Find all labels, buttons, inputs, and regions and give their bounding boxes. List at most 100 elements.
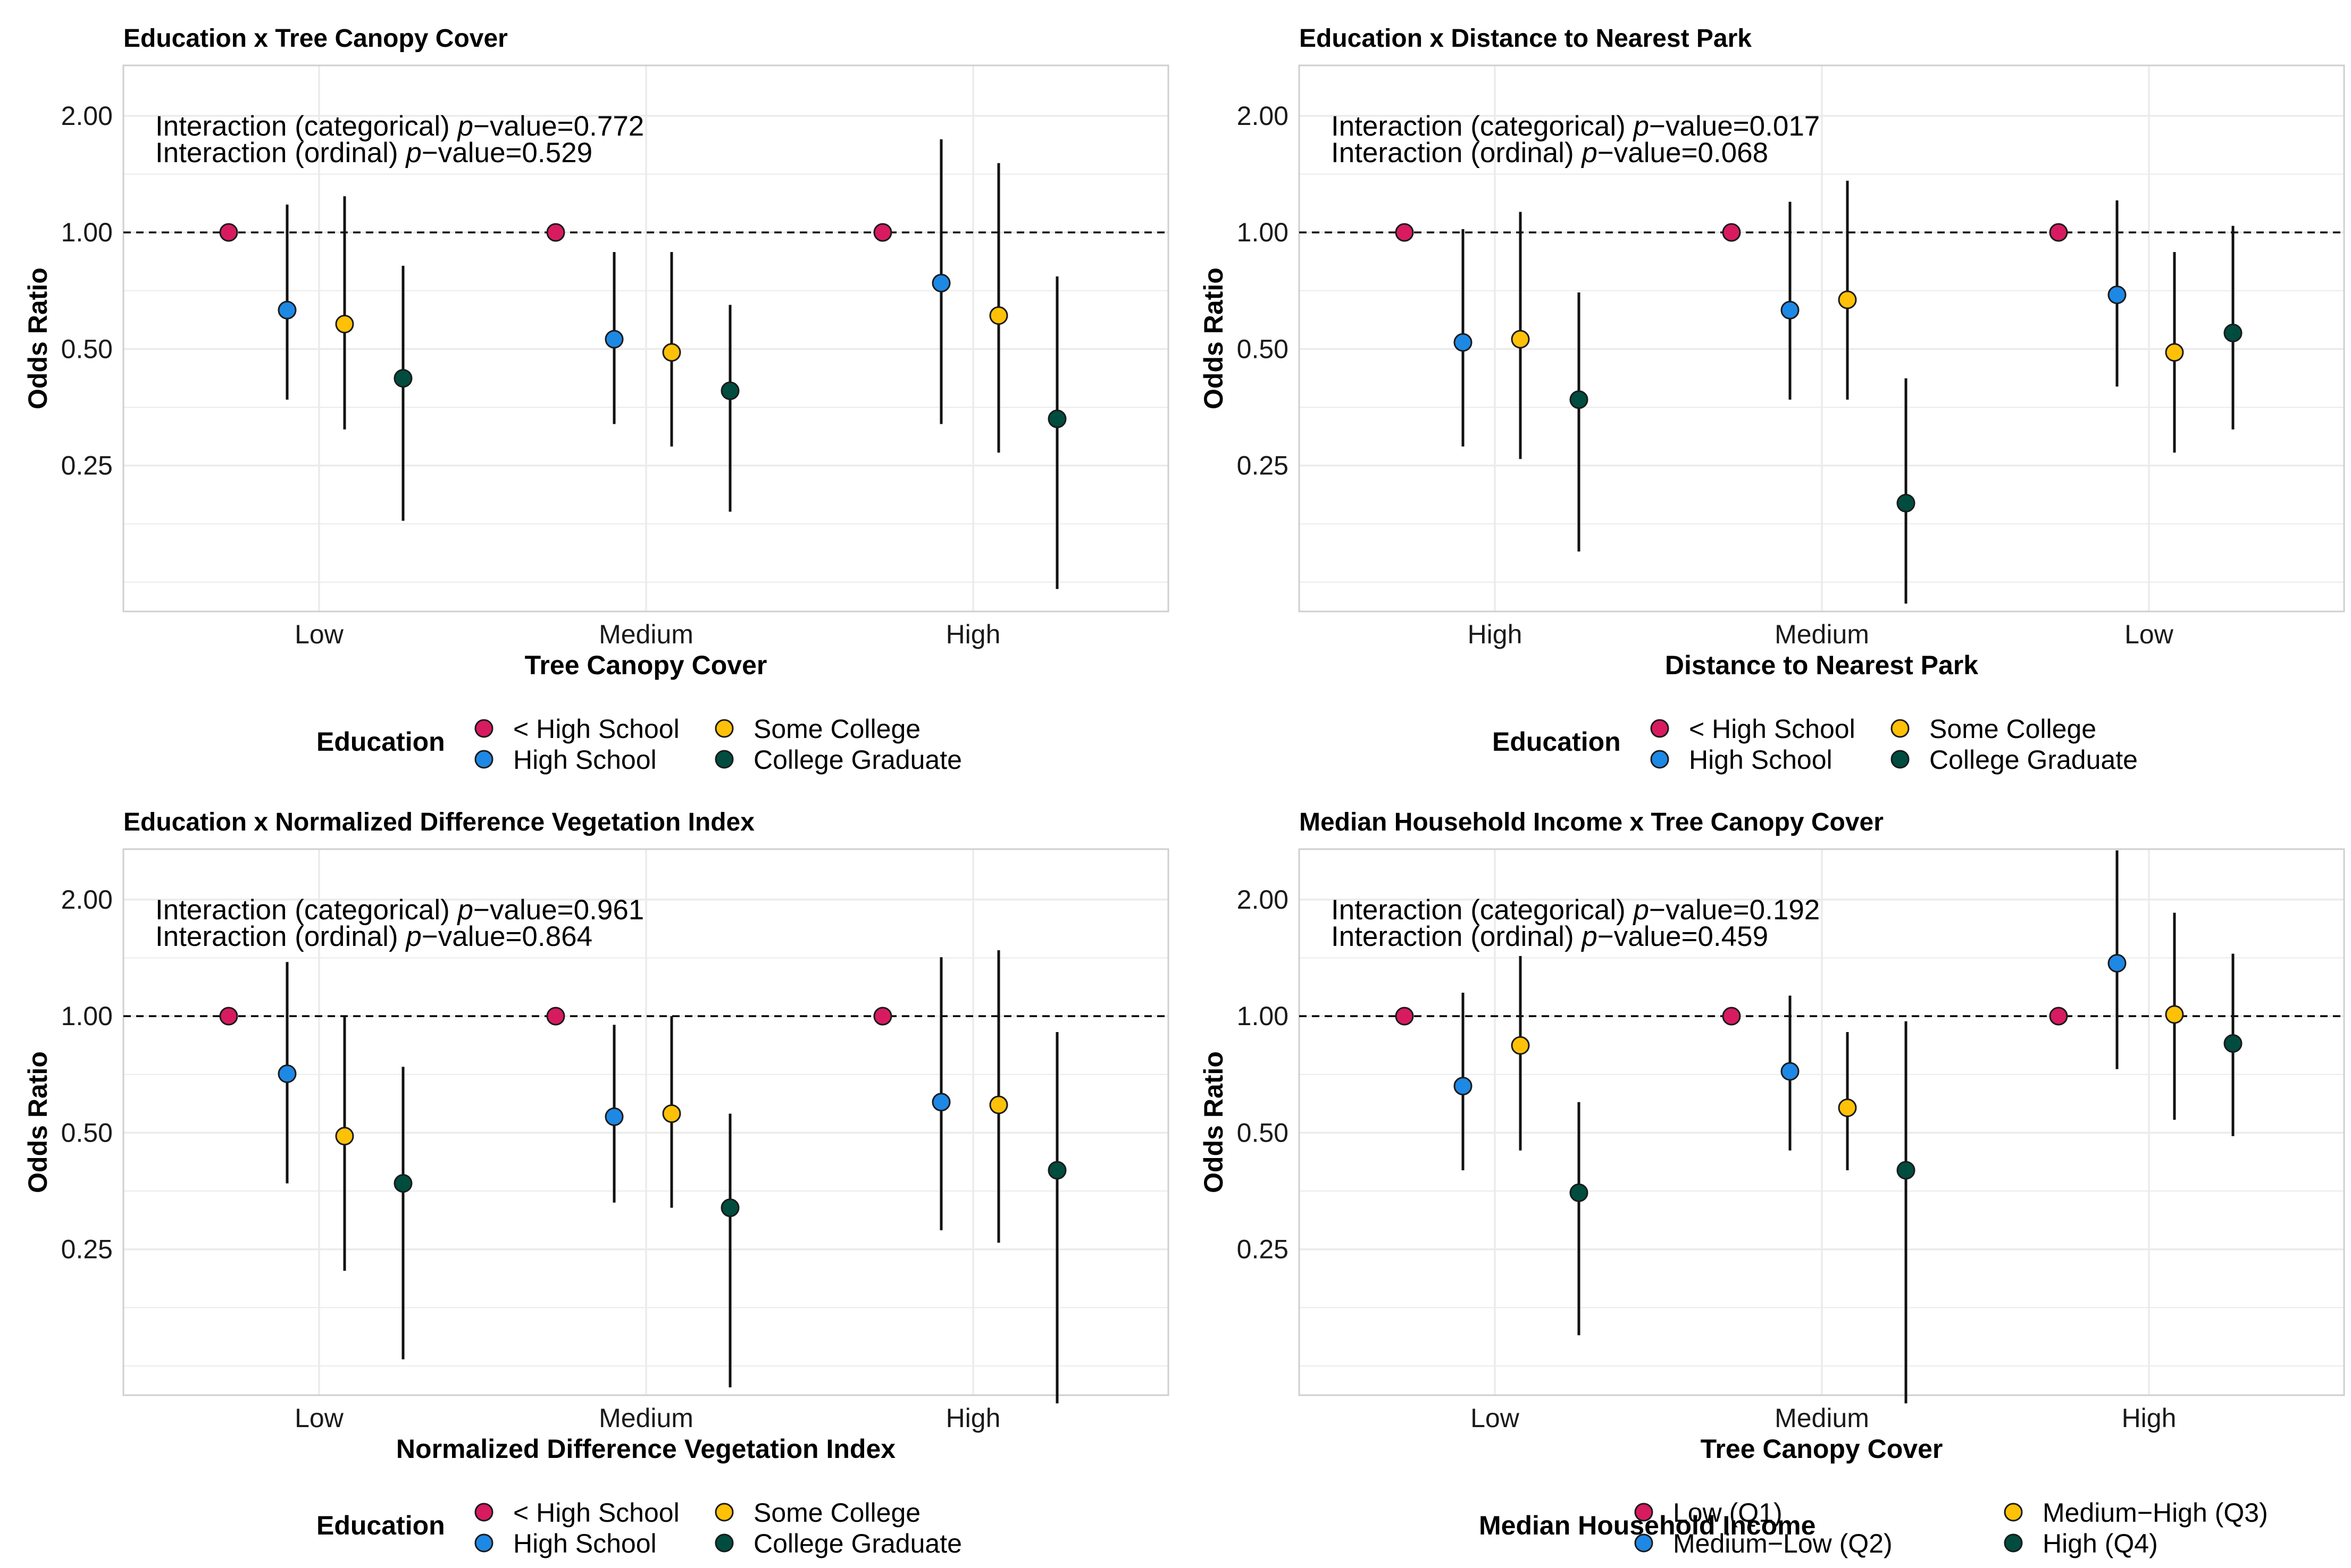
data-point [721,1198,740,1218]
chart-title: Median Household Income x Tree Canopy Co… [1299,808,1884,836]
legend-label: Medium−Low (Q2) [1673,1529,1893,1558]
data-point [1838,290,1857,309]
legend-marker [1650,750,1669,769]
data-point [2223,1034,2243,1053]
legend-label: High School [1689,745,1833,775]
data-point [605,330,624,349]
legend-marker [715,750,734,769]
data-point [1048,409,1067,429]
legend-item: Some College [715,714,921,744]
series-1 [219,223,892,242]
plot-frame [122,64,1169,613]
data-point [335,314,354,333]
series-4 [1569,953,2243,1404]
grid [123,65,1168,611]
data-point [546,223,565,242]
x-axis-label: Distance to Nearest Park [1665,650,1978,680]
legend-item: College Graduate [715,745,962,775]
legend-item: High School [1650,745,1833,775]
y-axis-label: Odds Ratio [1199,1051,1228,1193]
legend-title: Education [1492,727,1621,757]
data-point [1453,333,1472,352]
y-tick-label: 1.00 [61,1001,113,1031]
x-tick-label: Medium [599,1403,693,1433]
chart-title: Education x Normalized Difference Vegeta… [123,808,755,836]
legend-item: High School [474,1529,657,1558]
y-tick-label: 0.50 [1237,334,1289,364]
grid [123,849,1168,1395]
x-axis-label: Tree Canopy Cover [1701,1434,1943,1464]
interaction-annotation-2: Interaction (ordinal) p−value=0.459 [1331,921,1768,952]
series-4 [1569,225,2243,604]
series-3 [335,950,1008,1271]
data-point [989,1095,1008,1114]
legend-item: College Graduate [1890,745,2138,775]
x-tick-label: Medium [599,619,693,649]
data-point [1896,493,1915,513]
y-tick-label: 0.50 [61,334,113,364]
legend-label: High School [513,745,657,775]
series-1 [1395,1007,2068,1026]
plot-frame [1298,848,2345,1396]
legend-marker [474,1533,493,1553]
y-tick-label: 2.00 [1237,101,1289,131]
data-point [1511,330,1530,349]
legend-item: Low (Q1) [1634,1498,1783,1528]
data-point [1511,1036,1530,1055]
legend-label: Some College [754,714,921,744]
legend-item: < High School [1650,714,1855,744]
y-axis-label: Odds Ratio [1199,267,1228,409]
legend-marker [1634,1533,1653,1553]
data-point [1722,1007,1741,1026]
legend-label: High School [513,1529,657,1558]
data-point [1395,1007,1414,1026]
chart-svg: Education x Distance to Nearest Park 0.25… [1199,24,2345,775]
legend-marker [2004,1503,2023,1522]
data-point [873,223,892,242]
data-point [605,1107,624,1126]
data-point [1048,1161,1067,1180]
legend-label: Medium−High (Q3) [2043,1498,2268,1528]
y-tick-label: 0.25 [1237,1235,1289,1264]
y-axis-label: Odds Ratio [23,1051,53,1193]
legend-label: < High School [1689,714,1855,744]
data-point [546,1007,565,1026]
interaction-annotation-2: Interaction (ordinal) p−value=0.864 [155,921,592,952]
data-point [278,1064,297,1083]
grid [1299,849,2344,1395]
series-3 [1511,180,2184,459]
data-point [662,343,681,362]
data-point [2165,343,2184,362]
legend-item: Medium−High (Q3) [2004,1498,2268,1528]
interaction-annotation-1: Interaction (categorical) p−value=0.961 [155,894,644,926]
legend-label: High (Q4) [2043,1529,2158,1558]
data-point [2107,286,2127,305]
data-point [932,273,951,292]
x-axis-label: Normalized Difference Vegetation Index [396,1434,896,1464]
legend-label: Some College [754,1498,921,1528]
data-point [1896,1161,1915,1180]
data-point [989,306,1008,325]
x-tick-label: Low [1470,1403,1520,1433]
data-point [1569,1183,1588,1202]
y-tick-label: 2.00 [61,101,113,131]
data-point [662,1104,681,1123]
legend-marker [715,719,734,738]
legend-label: College Graduate [754,745,962,775]
chart-svg: Median Household Income x Tree Canopy Co… [1199,808,2345,1558]
legend-marker [474,750,493,769]
legend-item: High (Q4) [2004,1529,2158,1558]
legend-title: Education [316,727,445,757]
interaction-annotation-1: Interaction (categorical) p−value=0.772 [155,111,644,142]
data-point [1569,390,1588,409]
chart-panel-3: Education x Normalized Difference Vegeta… [0,784,1175,1567]
legend-marker [1890,719,1910,738]
series-2 [1453,200,2127,447]
data-point [721,381,740,400]
data-point [2049,1007,2068,1026]
legend-item: < High School [474,714,680,744]
plot-frame [122,848,1169,1396]
